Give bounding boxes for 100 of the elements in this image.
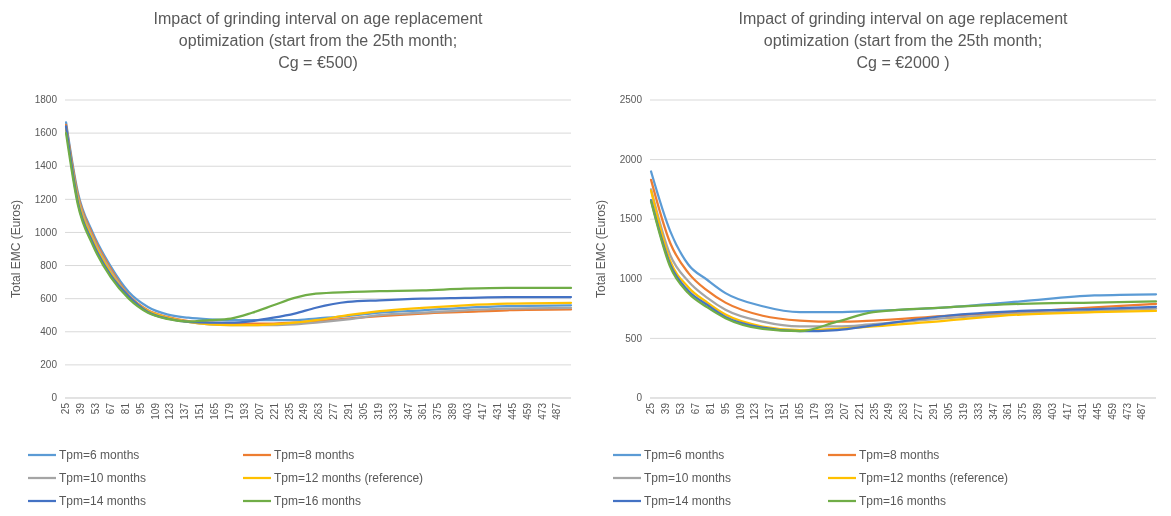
x-tick-label: 39: [75, 402, 87, 415]
x-tick-label: 319: [957, 402, 969, 420]
x-tick-label: 431: [1076, 402, 1088, 420]
y-tick-label: 1400: [34, 160, 58, 172]
x-tick-label: 193: [823, 402, 835, 420]
x-tick-label: 417: [476, 402, 488, 420]
x-tick-label: 25: [645, 402, 657, 415]
x-tick-label: 81: [704, 402, 716, 415]
y-tick-label: 1600: [34, 127, 58, 139]
x-tick-label: 235: [868, 402, 880, 420]
chart-title: Impact of grinding interval on age replacement optimization (start from the 25th month; Cg = €2000 ): [738, 10, 1069, 71]
x-tick-label: 305: [942, 402, 954, 420]
legend-label: Tpm=8 months: [859, 448, 940, 463]
legend-label: Tpm=6 months: [644, 448, 725, 463]
x-tick-label: 277: [913, 402, 925, 420]
x-tick-label: 291: [343, 402, 355, 420]
x-tick-label: 165: [794, 402, 806, 420]
y-tick-label: 0: [51, 392, 58, 404]
x-tick-label: 137: [764, 402, 776, 420]
x-tick-label: 333: [972, 402, 984, 420]
y-tick-label: 1500: [619, 213, 643, 225]
y-tick-label: 500: [625, 332, 643, 344]
x-tick-label: 445: [506, 402, 518, 420]
x-tick-label: 361: [417, 402, 429, 420]
legend-label: Tpm=16 months: [859, 494, 947, 509]
x-tick-label: 53: [675, 402, 687, 415]
x-tick-label: 291: [928, 402, 940, 420]
legend-label: Tpm=16 months: [274, 494, 362, 509]
x-tick-label: 81: [119, 402, 131, 415]
legend-label: Tpm=14 months: [59, 494, 147, 509]
x-tick-label: 263: [313, 402, 325, 420]
y-tick-label: 400: [40, 325, 58, 337]
x-tick-label: 347: [402, 402, 414, 420]
y-tick-label: 200: [40, 359, 58, 371]
x-tick-label: 137: [179, 402, 191, 420]
x-tick-label: 207: [253, 402, 265, 420]
x-tick-label: 39: [660, 402, 672, 415]
x-tick-label: 123: [749, 402, 761, 420]
x-tick-label: 417: [1061, 402, 1073, 420]
x-tick-label: 319: [372, 402, 384, 420]
legend-label: Tpm=12 months (reference): [859, 471, 1009, 486]
x-tick-label: 95: [134, 402, 146, 415]
x-tick-label: 165: [209, 402, 221, 420]
x-tick-label: 305: [357, 402, 369, 420]
x-tick-label: 403: [462, 402, 474, 420]
x-tick-label: 95: [719, 402, 731, 415]
chart-title: Impact of grinding interval on age replacement optimization (start from the 25th month; Cg = €500): [153, 10, 484, 71]
y-tick-label: 1000: [34, 226, 58, 238]
x-tick-label: 151: [194, 402, 206, 420]
x-tick-label: 389: [447, 402, 459, 420]
x-tick-label: 333: [387, 402, 399, 420]
y-tick-label: 600: [40, 292, 58, 304]
y-tick-label: 0: [636, 392, 643, 404]
y-tick-label: 2500: [619, 94, 643, 106]
legend-label: Tpm=8 months: [274, 448, 355, 463]
x-tick-label: 473: [536, 402, 548, 420]
x-tick-label: 487: [1136, 402, 1148, 420]
x-tick-label: 263: [898, 402, 910, 420]
x-tick-label: 123: [164, 402, 176, 420]
y-tick-label: 2000: [619, 153, 643, 165]
x-tick-label: 179: [808, 402, 820, 420]
x-tick-label: 459: [1106, 402, 1118, 420]
x-tick-label: 151: [779, 402, 791, 420]
x-tick-label: 109: [734, 402, 746, 420]
x-tick-label: 249: [298, 402, 310, 420]
x-tick-label: 67: [689, 402, 701, 415]
x-tick-label: 25: [60, 402, 72, 415]
x-tick-label: 389: [1032, 402, 1044, 420]
x-tick-label: 431: [491, 402, 503, 420]
x-tick-label: 347: [987, 402, 999, 420]
legend-label: Tpm=6 months: [59, 448, 140, 463]
y-axis-title: Total EMC (Euros): [594, 199, 608, 299]
x-tick-label: 459: [521, 402, 533, 420]
x-tick-label: 179: [223, 402, 235, 420]
x-tick-label: 109: [149, 402, 161, 420]
legend-label: Tpm=10 months: [644, 471, 732, 486]
legend-label: Tpm=10 months: [59, 471, 147, 486]
x-tick-label: 375: [1017, 402, 1029, 420]
x-tick-label: 277: [328, 402, 340, 420]
y-tick-label: 1200: [34, 193, 58, 205]
x-tick-label: 361: [1002, 402, 1014, 420]
x-tick-label: 207: [838, 402, 850, 420]
x-tick-label: 235: [283, 402, 295, 420]
legend-label: Tpm=12 months (reference): [274, 471, 424, 486]
legend-label: Tpm=14 months: [644, 494, 732, 509]
y-axis-title: Total EMC (Euros): [9, 199, 23, 299]
x-tick-label: 375: [432, 402, 444, 420]
x-tick-label: 249: [883, 402, 895, 420]
x-tick-label: 487: [551, 402, 563, 420]
x-tick-label: 53: [90, 402, 102, 415]
x-tick-label: 67: [104, 402, 116, 415]
y-tick-label: 1000: [619, 273, 643, 284]
x-tick-label: 221: [268, 402, 280, 420]
y-tick-label: 800: [40, 259, 58, 271]
y-tick-label: 1800: [34, 94, 58, 106]
x-tick-label: 403: [1047, 402, 1059, 420]
x-tick-label: 473: [1121, 402, 1133, 420]
x-tick-label: 445: [1091, 402, 1103, 420]
x-tick-label: 193: [238, 402, 250, 420]
x-tick-label: 221: [853, 402, 865, 420]
